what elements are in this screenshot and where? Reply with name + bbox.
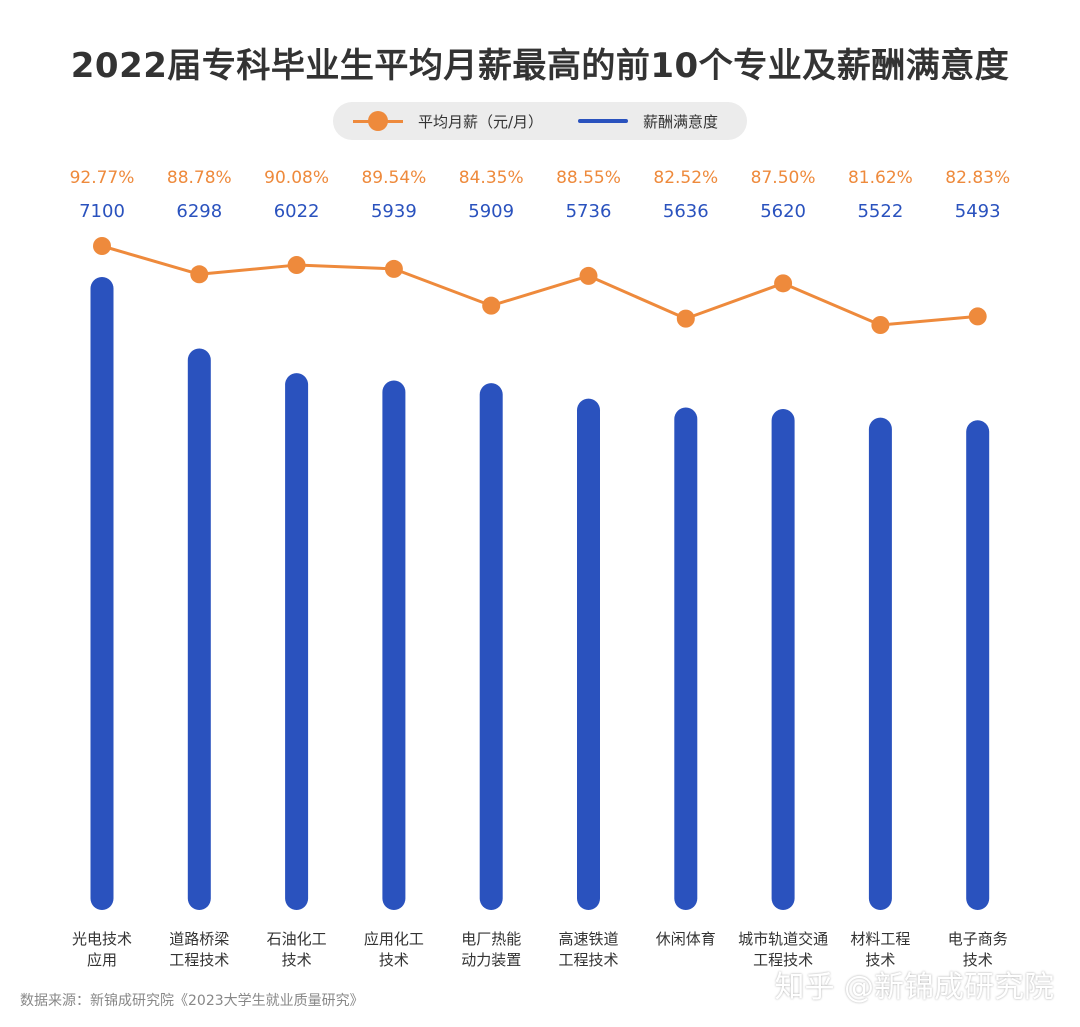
satisfaction-point bbox=[774, 274, 793, 293]
category-label: 工程技术 bbox=[558, 951, 618, 969]
satisfaction-label: 82.52% bbox=[653, 168, 718, 188]
satisfaction-label: 81.62% bbox=[848, 168, 913, 188]
category-label: 技术 bbox=[282, 951, 312, 969]
satisfaction-point bbox=[93, 237, 111, 255]
satisfaction-label: 82.83% bbox=[945, 168, 1010, 188]
category-label: 技术 bbox=[963, 951, 993, 969]
satisfaction-label: 90.08% bbox=[264, 168, 329, 188]
satisfaction-point bbox=[676, 309, 695, 328]
satisfaction-label: 88.55% bbox=[556, 168, 621, 188]
salary-bar bbox=[674, 407, 698, 910]
salary-label: 5620 bbox=[760, 201, 806, 222]
category-label: 材料工程 bbox=[850, 930, 910, 948]
satisfaction-point bbox=[579, 266, 598, 285]
legend-item-salary: 平均月薪（元/月） bbox=[418, 102, 543, 140]
legend-dot-marker bbox=[368, 111, 388, 131]
category-label: 技术 bbox=[379, 951, 409, 969]
category-label: 技术 bbox=[865, 951, 895, 969]
salary-label: 7100 bbox=[79, 201, 125, 222]
salary-bar bbox=[90, 277, 114, 910]
salary-label: 6022 bbox=[274, 201, 320, 222]
category-label: 动力装置 bbox=[461, 951, 521, 969]
satisfaction-label: 88.78% bbox=[167, 168, 232, 188]
satisfaction-label: 92.77% bbox=[70, 168, 135, 188]
salary-bar bbox=[577, 398, 600, 910]
satisfaction-label: 87.50% bbox=[751, 168, 816, 188]
salary-label: 5522 bbox=[857, 201, 903, 222]
legend-label-satisfaction: 薪酬满意度 bbox=[643, 112, 719, 131]
salary-label: 5493 bbox=[955, 201, 1001, 222]
category-label: 工程技术 bbox=[753, 951, 813, 969]
satisfaction-point bbox=[968, 307, 987, 326]
source-note: 数据来源：新锦成研究院《2023大学生就业质量研究》 bbox=[20, 993, 364, 1009]
salary-label: 5636 bbox=[663, 201, 709, 222]
salary-bar bbox=[868, 417, 892, 910]
salary-bar bbox=[382, 380, 406, 910]
category-label: 工程技术 bbox=[169, 951, 229, 969]
category-label: 应用化工 bbox=[364, 930, 424, 948]
satisfaction-point bbox=[190, 265, 209, 284]
salary-bar bbox=[187, 348, 211, 910]
category-label: 休闲体育 bbox=[656, 930, 716, 948]
category-label: 电厂热能 bbox=[461, 930, 521, 948]
category-label: 光电技术 bbox=[72, 930, 132, 948]
legend-label-salary: 平均月薪（元/月） bbox=[418, 112, 544, 131]
salary-label: 5736 bbox=[566, 201, 612, 222]
legend-bar-marker bbox=[578, 119, 628, 123]
salary-bar bbox=[966, 420, 990, 910]
salary-label: 5909 bbox=[468, 201, 514, 222]
category-label: 城市轨道交通 bbox=[738, 930, 828, 948]
chart-legend: 平均月薪（元/月） 薪酬满意度 bbox=[333, 102, 747, 140]
watermark: 知乎 @新锦成研究院 bbox=[774, 970, 1054, 1005]
salary-bar bbox=[479, 383, 503, 910]
satisfaction-label: 84.35% bbox=[459, 168, 524, 188]
category-label: 电子商务 bbox=[948, 930, 1008, 948]
salary-label: 5939 bbox=[371, 201, 417, 222]
salary-label: 6298 bbox=[176, 201, 222, 222]
category-label: 石油化工 bbox=[267, 930, 327, 948]
category-label: 高速铁道 bbox=[558, 930, 618, 948]
satisfaction-line bbox=[101, 244, 978, 327]
satisfaction-label: 89.54% bbox=[361, 168, 426, 188]
salary-bar bbox=[771, 408, 795, 910]
salary-bar bbox=[285, 373, 309, 910]
chart-title: 2022届专科毕业生平均月薪最高的前10个专业及薪酬满意度 bbox=[70, 46, 1010, 86]
satisfaction-point bbox=[287, 256, 306, 275]
satisfaction-point bbox=[482, 296, 501, 315]
category-label: 应用 bbox=[87, 951, 117, 969]
category-label: 道路桥梁 bbox=[169, 930, 229, 948]
satisfaction-point bbox=[384, 259, 403, 278]
satisfaction-point bbox=[871, 316, 890, 334]
legend-item-satisfaction: 薪酬满意度 bbox=[643, 102, 718, 140]
